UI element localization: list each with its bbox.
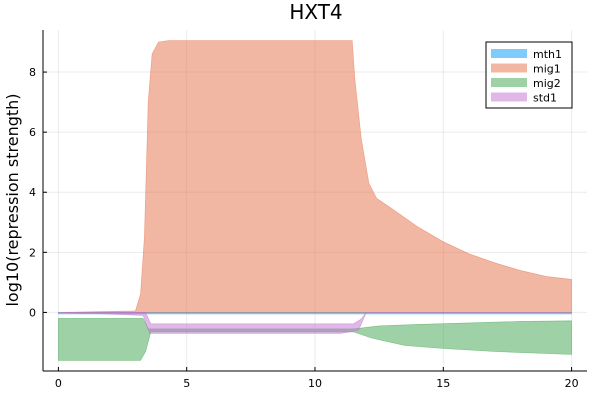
legend-swatch-mth1 [491, 49, 527, 58]
y-ticks: 0 2 4 6 8 [29, 66, 47, 319]
x-tick-label: 5 [183, 377, 190, 390]
x-tick-label: 15 [436, 377, 450, 390]
x-tick-label: 0 [55, 377, 62, 390]
legend-label-mig2: mig2 [533, 77, 561, 90]
series-layer [58, 40, 572, 361]
x-tick-label: 10 [308, 377, 322, 390]
y-tick-label: 8 [29, 66, 36, 79]
y-tick-label: 4 [29, 186, 36, 199]
y-tick-label: 2 [29, 246, 36, 259]
legend-swatch-std1 [491, 92, 527, 102]
x-tick-label: 20 [565, 377, 579, 390]
area-mig1 [58, 40, 572, 313]
x-ticks: 0 5 10 15 20 [55, 367, 579, 390]
y-axis-label: log10(repression strength) [3, 93, 22, 306]
legend-label-std1: std1 [533, 92, 557, 105]
y-tick-label: 6 [29, 126, 36, 139]
legend-label-mig1: mig1 [533, 63, 561, 76]
legend-swatch-mig1 [491, 63, 527, 73]
area-std1 [58, 312, 572, 334]
legend-label-mth1: mth1 [533, 48, 562, 61]
y-tick-label: 0 [29, 306, 36, 319]
chart-title: HXT4 [289, 0, 342, 24]
legend-swatch-mig2 [491, 78, 527, 87]
